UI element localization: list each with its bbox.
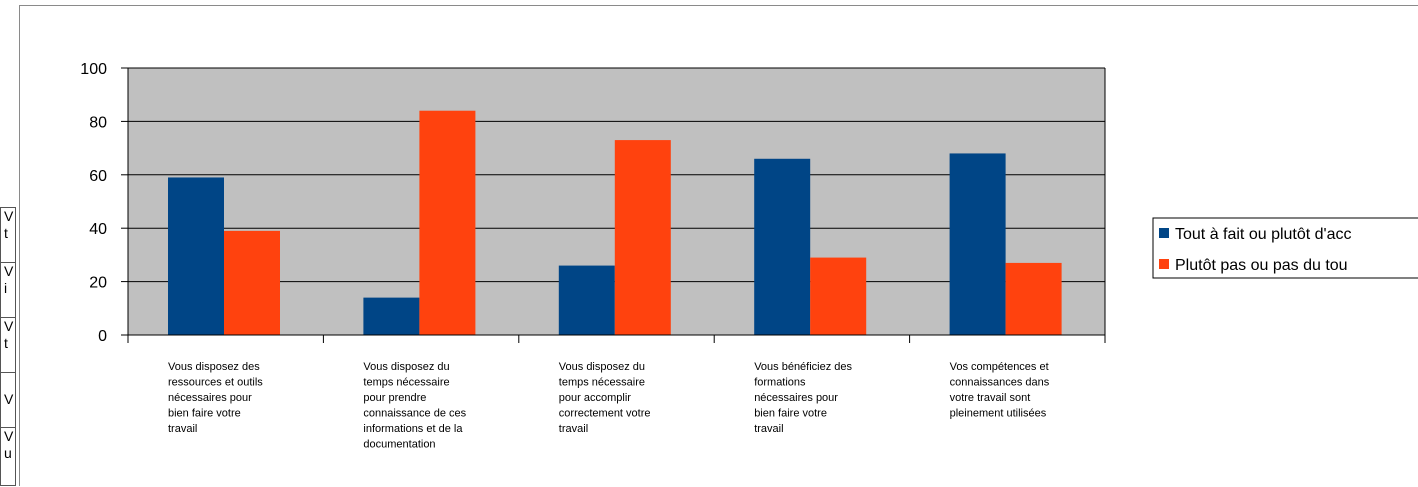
x-category-label: formations <box>754 377 806 389</box>
table-cell: V <box>0 372 16 428</box>
x-category-label: ressources et outils <box>168 377 263 389</box>
x-category-label: pour accomplir <box>559 392 631 404</box>
x-category-label: correctement votre <box>559 408 651 420</box>
x-category-label: pleinement utilisées <box>950 408 1047 420</box>
legend-swatch <box>1159 259 1169 269</box>
table-cell-text: V <box>4 391 14 407</box>
x-category-label: informations et de la <box>363 423 463 435</box>
y-tick-label: 60 <box>89 168 107 185</box>
legend-swatch <box>1159 228 1169 238</box>
x-category-label: Vous bénéficiez des <box>754 361 852 373</box>
bar <box>363 297 420 335</box>
x-category-label: nécessaires pour <box>168 392 252 404</box>
table-cell-text: V <box>4 428 14 444</box>
y-tick-label: 80 <box>89 114 107 131</box>
table-cell-text: V <box>4 263 14 279</box>
bar <box>1005 262 1062 335</box>
x-category-label: temps nécessaire <box>559 377 645 389</box>
table-cell-text: V <box>4 208 14 224</box>
table-cell: V i <box>0 262 16 318</box>
table-cell: V t <box>0 207 16 263</box>
x-category-label: temps nécessaire <box>363 377 449 389</box>
x-category-label: travail <box>559 423 588 435</box>
x-category-label: nécessaires pour <box>754 392 838 404</box>
x-category-label: pour prendre <box>363 392 426 404</box>
bar <box>614 140 671 335</box>
bar <box>558 265 615 335</box>
x-category-label: travail <box>168 423 197 435</box>
x-category-label: Vous disposez du <box>363 361 449 373</box>
table-cell-text: t <box>4 225 8 241</box>
x-category-label: connaissances dans <box>950 377 1050 389</box>
x-category-label: Vos compétences et <box>950 361 1049 373</box>
x-category-label: votre travail sont <box>950 392 1031 404</box>
x-category-label: documentation <box>363 439 435 451</box>
legend-label: Plutôt pas ou pas du tou <box>1175 257 1348 274</box>
table-cell-text: V <box>4 318 14 334</box>
bar <box>168 177 224 335</box>
x-category-label: bien faire votre <box>754 408 827 420</box>
x-category-label: Vous disposez des <box>168 361 260 373</box>
bar <box>810 257 867 335</box>
y-tick-label: 0 <box>98 328 107 345</box>
bar <box>949 153 1006 335</box>
table-cell-text: u <box>4 445 12 461</box>
table-cell-text: t <box>4 335 8 351</box>
x-category-label: connaissance de ces <box>363 408 466 420</box>
table-cell-text: i <box>4 280 8 296</box>
background-table: V t V i V t V V u <box>0 0 20 486</box>
legend-box <box>1152 217 1418 279</box>
x-category-label: travail <box>754 423 783 435</box>
bar <box>224 230 280 335</box>
bar-chart: 0 20 40 60 80 100 Vous disposez des ressources … <box>80 61 1418 451</box>
y-tick-label: 20 <box>89 275 107 292</box>
x-category-label: Vous disposez du <box>559 361 645 373</box>
y-tick-label: 100 <box>80 61 107 78</box>
legend-label: Tout à fait ou plutôt d'acc <box>1175 226 1352 243</box>
bar <box>419 110 476 335</box>
x-category-label: bien faire votre <box>168 408 241 420</box>
table-cell: V t <box>0 317 16 373</box>
chart-frame: 0 20 40 60 80 100 Vous disposez des ressources … <box>19 5 1418 486</box>
table-cell: V u <box>0 427 16 486</box>
y-tick-label: 40 <box>89 221 107 238</box>
bar <box>754 158 811 335</box>
